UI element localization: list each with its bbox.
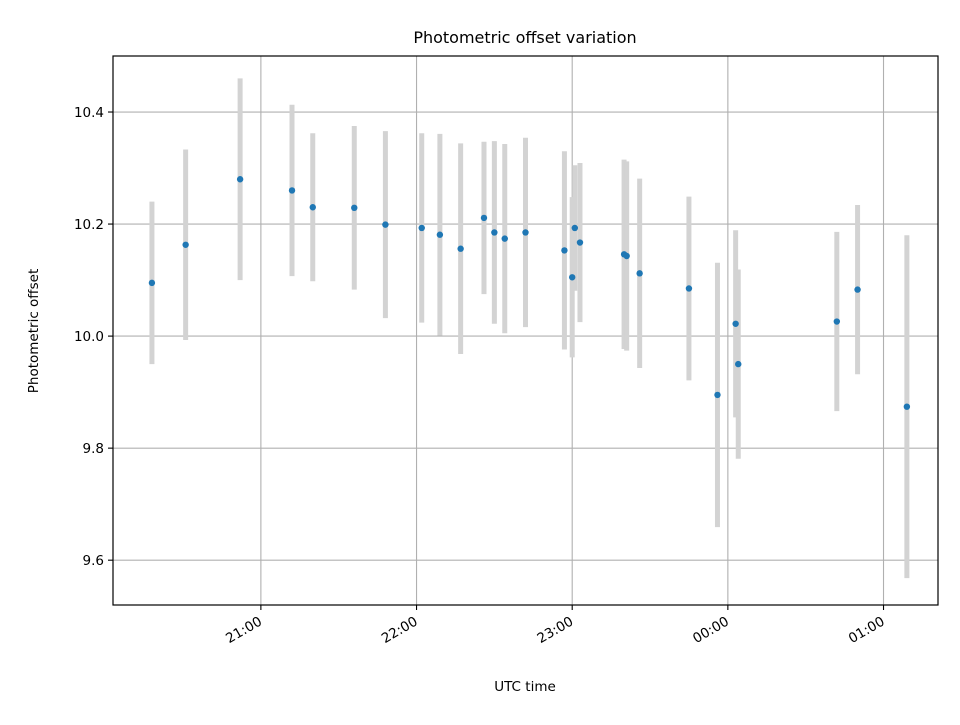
data-point: [182, 241, 189, 248]
data-points: [148, 176, 911, 410]
data-point: [685, 285, 693, 292]
y-axis-ticks: 9.6 9.8 10.0 10.2 10.4: [74, 105, 113, 569]
data-point: [714, 391, 721, 399]
y-tick-label: 9.8: [83, 441, 104, 457]
data-point: [854, 286, 861, 293]
x-axis-label: UTC time: [494, 679, 556, 695]
x-tick-label: 21:00: [223, 614, 265, 647]
data-point: [148, 279, 156, 287]
data-point: [576, 239, 584, 246]
data-point: [309, 204, 316, 211]
x-tick-label: 22:00: [379, 614, 421, 647]
data-point: [623, 252, 630, 260]
y-tick-label: 10.2: [74, 217, 104, 233]
data-point: [568, 274, 576, 281]
data-point: [480, 214, 488, 222]
data-point: [382, 221, 389, 228]
x-tick-label: 01:00: [846, 614, 888, 647]
data-point: [903, 403, 911, 410]
data-point: [457, 245, 464, 252]
data-point: [351, 204, 358, 212]
error-bars: [149, 78, 910, 579]
data-point: [288, 187, 296, 194]
data-point: [571, 224, 578, 232]
data-point: [561, 247, 568, 254]
y-axis-label: Photometric offset: [26, 269, 42, 393]
data-point: [418, 224, 425, 232]
data-point: [491, 229, 498, 236]
data-point: [522, 229, 529, 236]
y-tick-label: 9.6: [83, 553, 104, 569]
x-axis-ticks: 21:00 22:00 23:00 00:00 01:00: [223, 605, 888, 647]
data-point: [501, 235, 508, 242]
data-point: [732, 320, 739, 327]
data-point: [436, 231, 444, 238]
data-point: [636, 270, 643, 277]
y-tick-label: 10.4: [74, 105, 104, 121]
x-tick-label: 00:00: [690, 614, 732, 647]
x-tick-label: 23:00: [535, 614, 577, 647]
data-point: [735, 360, 742, 368]
data-point: [833, 318, 841, 325]
y-tick-label: 10.0: [74, 329, 104, 345]
chart-title: Photometric offset variation: [413, 28, 636, 47]
data-point: [236, 176, 244, 183]
plot-frame: [112, 55, 939, 606]
